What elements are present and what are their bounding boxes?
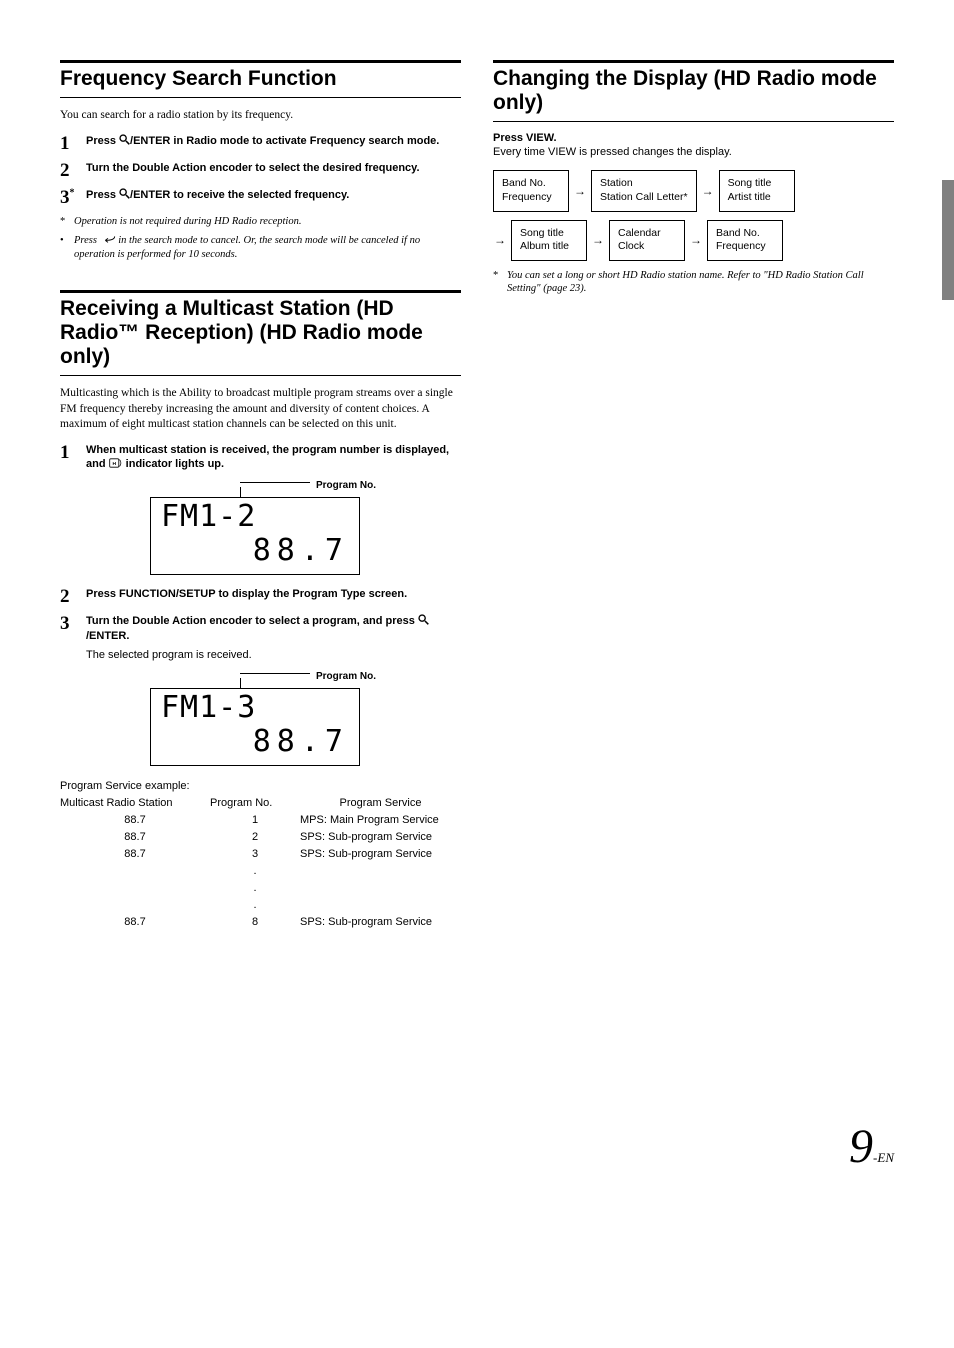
- table-row: 88.78SPS: Sub-program Service: [60, 914, 461, 931]
- section-frequency-search: Frequency Search Function You can search…: [60, 60, 461, 262]
- heading-freq-search: Frequency Search Function: [60, 67, 461, 91]
- step3-result: The selected program is received.: [86, 648, 461, 663]
- table-row: 88.71MPS: Main Program Service: [60, 812, 461, 829]
- step-1: 1 Press /ENTER in Radio mode to activate…: [60, 134, 461, 153]
- section-changing-display: Changing the Display (HD Radio mode only…: [493, 60, 894, 296]
- table-row: 88.73SPS: Sub-program Service: [60, 846, 461, 863]
- multicast-step-2: 2 Press FUNCTION/SETUP to display the Pr…: [60, 587, 461, 606]
- table-row: .: [60, 863, 461, 880]
- flow-box: Band No.Frequency: [493, 170, 569, 211]
- flow-box: Song titleAlbum title: [511, 220, 587, 261]
- arrow-icon: →: [689, 233, 703, 247]
- service-table: Program Service example: Multicast Radio…: [60, 778, 461, 931]
- return-icon: [100, 234, 116, 244]
- step-3: 3* Press /ENTER to receive the selected …: [60, 188, 461, 207]
- section-multicast: Receiving a Multicast Station (HD Radio™…: [60, 290, 461, 932]
- table-row: .: [60, 880, 461, 897]
- heading-changing-display: Changing the Display (HD Radio mode only…: [493, 67, 894, 115]
- left-column: Frequency Search Function You can search…: [60, 60, 461, 959]
- page-number: 9-EN: [60, 1119, 894, 1174]
- multicast-step-3: 3 Turn the Double Action encoder to sele…: [60, 614, 461, 644]
- flow-box: CalendarClock: [609, 220, 685, 261]
- arrow-icon: →: [493, 233, 507, 247]
- side-tab: [942, 180, 954, 300]
- press-view: Press VIEW.: [493, 132, 894, 144]
- arrow-icon: →: [573, 184, 587, 198]
- footnote-asterisk: * Operation is not required during HD Ra…: [60, 215, 461, 229]
- search-icon: [119, 188, 130, 199]
- lcd-display-2: Program No. FM1-3 88.7: [150, 671, 461, 766]
- flow-box: Song titleArtist title: [719, 170, 795, 211]
- arrow-icon: →: [591, 233, 605, 247]
- multicast-step-1: 1 When multicast station is received, th…: [60, 443, 461, 473]
- flow-row-1: Band No.Frequency → StationStation Call …: [493, 170, 894, 211]
- search-icon: [119, 134, 130, 145]
- svg-text:H: H: [112, 461, 116, 467]
- table-row: .: [60, 897, 461, 914]
- flow-box: Band No.Frequency: [707, 220, 783, 261]
- search-icon: [418, 614, 429, 625]
- lcd-display-1: Program No. FM1-2 88.7: [150, 480, 461, 575]
- right-column: Changing the Display (HD Radio mode only…: [493, 60, 894, 959]
- flow-box: StationStation Call Letter*: [591, 170, 697, 211]
- footnote-display: * You can set a long or short HD Radio s…: [493, 269, 894, 296]
- view-body: Every time VIEW is pressed changes the d…: [493, 146, 894, 158]
- flow-row-2: → Song titleAlbum title → CalendarClock …: [493, 220, 894, 261]
- intro-freq-search: You can search for a radio station by it…: [60, 108, 461, 124]
- heading-multicast: Receiving a Multicast Station (HD Radio™…: [60, 297, 461, 369]
- hd-indicator-icon: H: [109, 458, 123, 468]
- arrow-icon: →: [701, 184, 715, 198]
- intro-multicast: Multicasting which is the Ability to bro…: [60, 386, 461, 433]
- footnote-bullet: • Press in the search mode to cancel. Or…: [60, 234, 461, 261]
- step-2: 2 Turn the Double Action encoder to sele…: [60, 161, 461, 180]
- table-row: 88.72SPS: Sub-program Service: [60, 829, 461, 846]
